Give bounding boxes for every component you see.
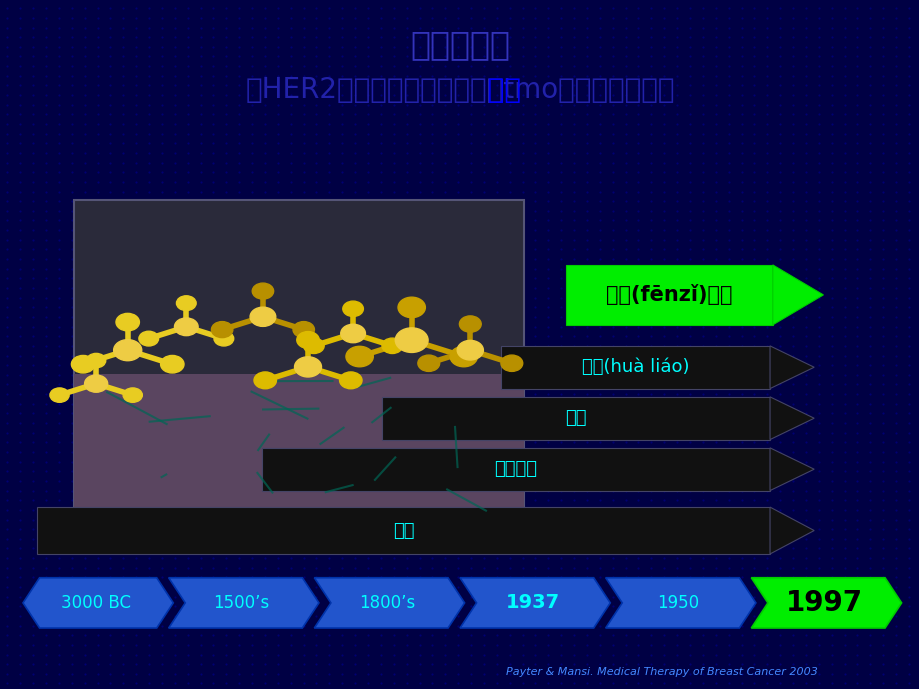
Circle shape (139, 331, 158, 346)
Circle shape (85, 375, 108, 392)
Polygon shape (769, 346, 813, 389)
Polygon shape (769, 507, 813, 554)
Text: 1997: 1997 (785, 589, 862, 617)
Circle shape (123, 388, 142, 402)
Text: 治疗: 治疗 (399, 76, 520, 103)
Circle shape (292, 322, 314, 338)
Text: 手术: 手术 (392, 522, 414, 539)
Circle shape (303, 338, 323, 353)
Polygon shape (74, 373, 524, 534)
Polygon shape (565, 265, 772, 325)
Circle shape (417, 355, 439, 371)
Circle shape (457, 340, 482, 360)
Circle shape (294, 357, 321, 377)
Circle shape (114, 340, 142, 361)
Circle shape (175, 318, 198, 336)
Circle shape (252, 283, 273, 299)
Circle shape (211, 322, 233, 338)
Circle shape (398, 297, 425, 318)
Polygon shape (772, 265, 823, 325)
Text: 1500’s: 1500’s (213, 594, 269, 612)
Text: 3000 BC: 3000 BC (61, 594, 130, 612)
Circle shape (449, 347, 477, 367)
Polygon shape (168, 577, 319, 628)
Polygon shape (751, 577, 901, 628)
Polygon shape (314, 577, 464, 628)
Circle shape (340, 325, 365, 342)
Polygon shape (37, 507, 769, 554)
Circle shape (86, 353, 106, 368)
Circle shape (459, 316, 481, 332)
Circle shape (214, 331, 233, 346)
Circle shape (72, 356, 95, 373)
Circle shape (254, 372, 276, 389)
Circle shape (176, 296, 196, 311)
Polygon shape (460, 577, 609, 628)
Circle shape (161, 356, 184, 373)
Circle shape (250, 307, 276, 327)
Text: 化疗(huà liáo): 化疗(huà liáo) (582, 358, 688, 376)
Polygon shape (381, 397, 769, 440)
Text: 1937: 1937 (505, 593, 560, 613)
Polygon shape (769, 397, 813, 440)
Text: 放疗: 放疗 (564, 409, 586, 427)
Text: 激素治疗: 激素治疗 (494, 460, 537, 478)
Circle shape (297, 331, 319, 349)
Polygon shape (769, 448, 813, 491)
Circle shape (116, 313, 140, 331)
Circle shape (381, 338, 403, 353)
Text: 曲妥珠单抗: 曲妥珠单抗 (410, 28, 509, 61)
Polygon shape (23, 577, 173, 628)
Polygon shape (605, 577, 755, 628)
Polygon shape (74, 200, 524, 534)
Polygon shape (262, 448, 769, 491)
Circle shape (343, 301, 363, 316)
Circle shape (50, 388, 69, 402)
Text: 1950: 1950 (657, 594, 698, 612)
Circle shape (500, 355, 522, 371)
Text: 抗HER2引领的乳腺癌治疗进入tmo分子靶向新时代: 抗HER2引领的乳腺癌治疗进入tmo分子靶向新时代 (245, 76, 674, 103)
Polygon shape (501, 346, 769, 389)
Text: 分子(fēnzǐ)靶向: 分子(fēnzǐ)靶向 (606, 285, 732, 305)
Circle shape (339, 372, 362, 389)
Circle shape (395, 328, 427, 353)
Text: 1800’s: 1800’s (358, 594, 414, 612)
Text: Payter & Mansi. Medical Therapy of Breast Cancer 2003: Payter & Mansi. Medical Therapy of Breas… (506, 667, 817, 677)
Circle shape (346, 347, 373, 367)
